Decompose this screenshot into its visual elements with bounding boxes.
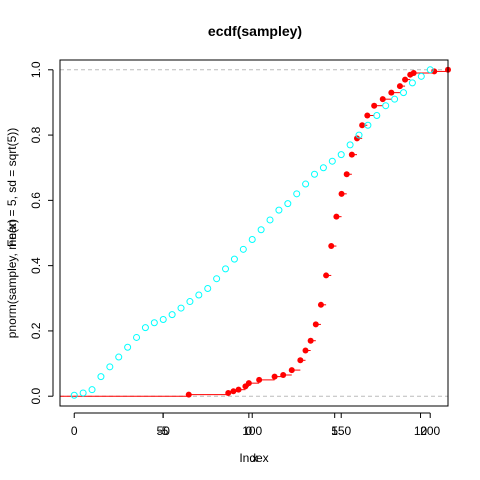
cyan-point (88, 386, 96, 394)
ecdf-point (288, 367, 295, 374)
ecdf-point (388, 89, 395, 96)
ecdf-point (297, 357, 304, 364)
x-tick-label-index: 0 (71, 424, 78, 438)
cyan-point (222, 265, 230, 273)
cyan-point (150, 319, 158, 327)
cyan-point (133, 333, 141, 341)
ecdf-point (230, 388, 237, 395)
cyan-point (275, 206, 283, 214)
cyan-point (79, 389, 87, 397)
x-tick-label-x: 0 (246, 424, 253, 438)
ecdf-point (302, 347, 309, 354)
cyan-point (239, 245, 247, 253)
ecdf-point (359, 122, 366, 129)
cyan-point (391, 95, 399, 103)
cyan-point (168, 311, 176, 319)
ecdf-step-series (60, 70, 448, 397)
y-axis-label-fn: Fn(x) (5, 219, 19, 247)
cyan-point (284, 200, 292, 208)
x-axis-label-x: x (252, 451, 258, 465)
ecdf-point (312, 321, 319, 328)
ecdf-point (185, 391, 192, 398)
cyan-point (115, 353, 123, 361)
y-tick-label: 1.0 (29, 61, 43, 78)
ecdf-point (307, 337, 314, 344)
cyan-point (70, 391, 78, 399)
ecdf-point (396, 83, 403, 90)
x-axis: 0 50 100 150 200 -5 0 5 10 (71, 412, 441, 438)
x-tick-label-index: 100 (242, 424, 262, 438)
cyan-point (106, 363, 114, 371)
ecdf-point (256, 376, 263, 383)
ecdf-point (323, 272, 330, 279)
cyan-point (195, 291, 203, 299)
cyan-point (124, 343, 132, 351)
cyan-point (204, 284, 212, 292)
x-tick-label-x: 10 (414, 424, 428, 438)
ecdf-point (245, 380, 252, 387)
cyan-point (346, 141, 354, 149)
cyan-point (417, 72, 425, 80)
y-axis: 0.0 0.2 0.4 0.6 0.8 1.0 (29, 61, 54, 405)
x-tick-label-index: 150 (331, 424, 351, 438)
x-axis-label-index: Index (239, 451, 268, 465)
cyan-point (408, 79, 416, 87)
cyan-point (293, 190, 301, 198)
ecdf-point (280, 371, 287, 378)
ecdf-points (185, 66, 451, 398)
cyan-point (257, 226, 265, 234)
y-tick-label: 0.8 (29, 126, 43, 143)
ecdf-point (410, 70, 417, 77)
cyan-point (302, 180, 310, 188)
cyan-point (230, 255, 238, 263)
ecdf-point (364, 112, 371, 119)
cyan-point (213, 275, 221, 283)
cyan-point (426, 66, 434, 74)
ecdf-point (225, 389, 232, 396)
cyan-point (382, 102, 390, 110)
ecdf-point (402, 76, 409, 83)
x-tick-label-x: -5 (158, 424, 169, 438)
cyan-point (266, 216, 274, 224)
y-tick-label: 0.6 (29, 192, 43, 209)
cyan-point (373, 111, 381, 119)
cyan-point (159, 316, 167, 323)
cyan-point (337, 151, 345, 159)
ecdf-point (343, 171, 350, 178)
cyan-point (186, 298, 194, 306)
cyan-point (141, 324, 149, 332)
cyan-point (248, 236, 256, 244)
x-tick-label-index: 200 (420, 424, 440, 438)
ecdf-point (271, 373, 278, 380)
ecdf-point (354, 135, 361, 142)
cyan-point (319, 164, 327, 172)
cyan-point (311, 170, 319, 178)
ecdf-point (371, 102, 378, 109)
y-tick-label: 0.0 (29, 388, 43, 405)
cyan-point (400, 89, 408, 97)
plot-frame (59, 59, 449, 407)
cyan-point (97, 373, 105, 381)
cyan-point (328, 157, 336, 165)
ecdf-point (317, 301, 324, 308)
plot-area (59, 59, 451, 407)
cyan-index-points (70, 66, 434, 399)
ecdf-point (379, 96, 386, 103)
cyan-point (177, 304, 185, 312)
x-tick-label-index: 50 (157, 424, 171, 438)
cyan-point (355, 131, 363, 139)
x-tick-label-x: 5 (331, 424, 338, 438)
ecdf-point (338, 190, 345, 197)
ecdf-point (235, 386, 242, 393)
cyan-point (364, 121, 372, 129)
ecdf-point (348, 151, 355, 158)
y-axis-label-pnorm: pnorm(sampley, mean = 5, sd = sqrt(5)) (5, 128, 19, 339)
y-tick-label: 0.4 (29, 257, 43, 274)
ecdf-point (328, 243, 335, 250)
y-tick-label: 0.2 (29, 322, 43, 339)
ecdf-point (333, 213, 340, 220)
chart-title: ecdf(sampley) (208, 23, 302, 39)
